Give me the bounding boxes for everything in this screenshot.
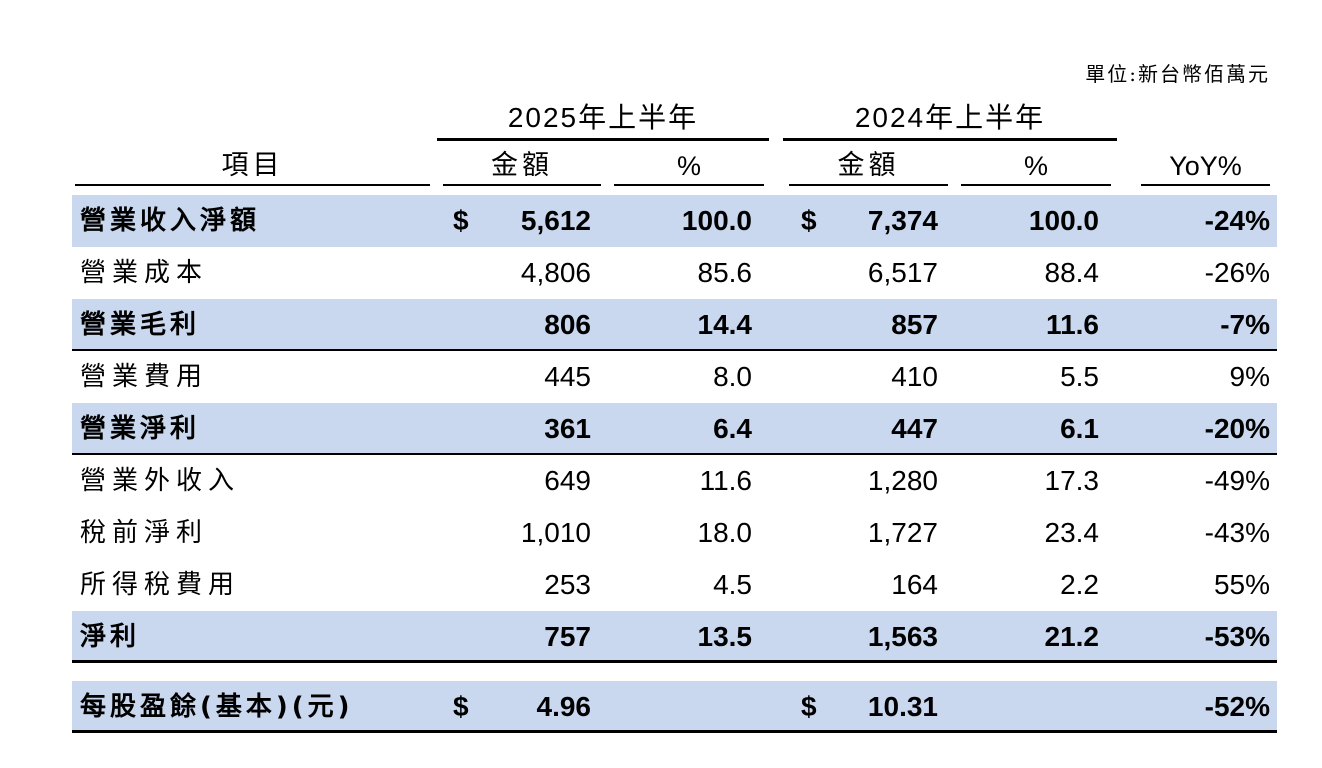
row-label: 營業外收入 — [80, 466, 241, 496]
amount-2025-column-header: 金額 — [443, 146, 601, 186]
percent-2024: 23.4 — [1044, 517, 1100, 548]
table-row-operating-expenses: 營業費用 445 8.0 410 5.5 9% — [72, 351, 1277, 403]
percent-2025: 4.5 — [713, 569, 752, 600]
yoy-value: 9% — [1229, 361, 1270, 392]
amount-2025: 757 — [544, 621, 591, 652]
amount-2024: 857 — [891, 309, 938, 340]
percent-2025: 11.6 — [699, 465, 752, 496]
row-label: 營業成本 — [80, 258, 209, 288]
amount-2025: 445 — [544, 361, 591, 392]
table-row-operating-income: 營業淨利 361 6.4 447 6.1 -20% — [72, 403, 1277, 455]
row-label: 每股盈餘(基本)(元) — [80, 692, 354, 722]
row-label: 營業毛利 — [80, 310, 201, 340]
table-row-pretax-income: 稅前淨利 1,010 18.0 1,727 23.4 -43% — [72, 507, 1277, 559]
yoy-value: -49% — [1204, 465, 1270, 496]
percent-2025-column-header: % — [614, 146, 764, 186]
unit-note: 單位:新台幣佰萬元 — [1085, 62, 1270, 86]
percent-2025: 8.0 — [713, 361, 752, 392]
percent-2024: 88.4 — [1044, 257, 1100, 288]
percent-2024: 6.1 — [1060, 413, 1099, 444]
percent-2025: 100.0 — [681, 205, 752, 236]
amount-2025: 649 — [544, 465, 591, 496]
amount-2025: 253 — [544, 569, 591, 600]
yoy-value: -26% — [1204, 257, 1270, 288]
amount-2024: 410 — [891, 361, 938, 392]
table-row-income-tax: 所得稅費用 253 4.5 164 2.2 55% — [72, 559, 1277, 611]
percent-2025: 6.4 — [713, 413, 752, 444]
period-2024-header: 2024年上半年 — [783, 98, 1117, 141]
percent-2025: 85.6 — [697, 257, 753, 288]
percent-2024: 2.2 — [1060, 569, 1099, 600]
item-column-header: 項目 — [75, 146, 430, 186]
percent-2025: 18.0 — [697, 517, 753, 548]
table-row-non-operating-income: 營業外收入 649 11.6 1,280 17.3 -49% — [72, 455, 1277, 507]
amount-2025: 4.96 — [536, 691, 592, 722]
yoy-value: -53% — [1204, 621, 1270, 652]
amount-2024: 1,727 — [867, 517, 938, 548]
table-row-eps: 每股盈餘(基本)(元) $ 4.96 $ 10.31 -52% — [72, 681, 1277, 733]
row-label: 營業費用 — [80, 362, 209, 392]
yoy-value: -20% — [1204, 413, 1270, 444]
table-row-gross-profit: 營業毛利 806 14.4 857 11.6 -7% — [72, 299, 1277, 351]
currency-2025: $ — [453, 205, 469, 236]
currency-2024: $ — [801, 691, 817, 722]
row-label: 營業收入淨額 — [80, 206, 261, 236]
row-label: 淨利 — [80, 622, 141, 652]
income-statement-table: 營業收入淨額 $ 5,612 100.0 $ 7,374 100.0 -24% … — [72, 195, 1277, 733]
percent-2025: 13.5 — [697, 621, 753, 652]
yoy-value: -52% — [1204, 691, 1270, 722]
row-label: 稅前淨利 — [80, 518, 209, 548]
amount-2024: 447 — [891, 413, 938, 444]
amount-2025: 5,612 — [520, 205, 591, 236]
amount-2024: 1,563 — [867, 621, 938, 652]
row-label: 營業淨利 — [80, 414, 201, 444]
amount-2024: 164 — [891, 569, 938, 600]
table-row-net-income: 淨利 757 13.5 1,563 21.2 -53% — [72, 611, 1277, 663]
yoy-value: -24% — [1204, 205, 1270, 236]
percent-2024: 100.0 — [1028, 205, 1099, 236]
yoy-value: 55% — [1213, 569, 1270, 600]
amount-2024: 6,517 — [867, 257, 938, 288]
currency-2024: $ — [801, 205, 817, 236]
amount-2024: 7,374 — [867, 205, 938, 236]
amount-2025: 806 — [544, 309, 591, 340]
percent-2025: 14.4 — [697, 309, 753, 340]
percent-2024: 17.3 — [1044, 465, 1100, 496]
amount-2024: 1,280 — [867, 465, 938, 496]
amount-2025: 361 — [544, 413, 591, 444]
amount-2024-column-header: 金額 — [789, 146, 948, 186]
percent-2024: 11.6 — [1046, 309, 1099, 340]
percent-2024-column-header: % — [961, 146, 1111, 186]
yoy-value: -7% — [1220, 309, 1270, 340]
table-row-operating-cost: 營業成本 4,806 85.6 6,517 88.4 -26% — [72, 247, 1277, 299]
period-2025-header: 2025年上半年 — [437, 98, 769, 141]
currency-2025: $ — [453, 691, 469, 722]
yoy-column-header: YoY% — [1141, 146, 1270, 186]
row-label: 所得稅費用 — [80, 570, 241, 600]
percent-2024: 21.2 — [1044, 621, 1100, 652]
amount-2024: 10.31 — [867, 691, 938, 722]
percent-2024: 5.5 — [1060, 361, 1099, 392]
table-row-operating-revenue: 營業收入淨額 $ 5,612 100.0 $ 7,374 100.0 -24% — [72, 195, 1277, 247]
yoy-value: -43% — [1204, 517, 1270, 548]
amount-2025: 4,806 — [520, 257, 591, 288]
amount-2025: 1,010 — [520, 517, 591, 548]
